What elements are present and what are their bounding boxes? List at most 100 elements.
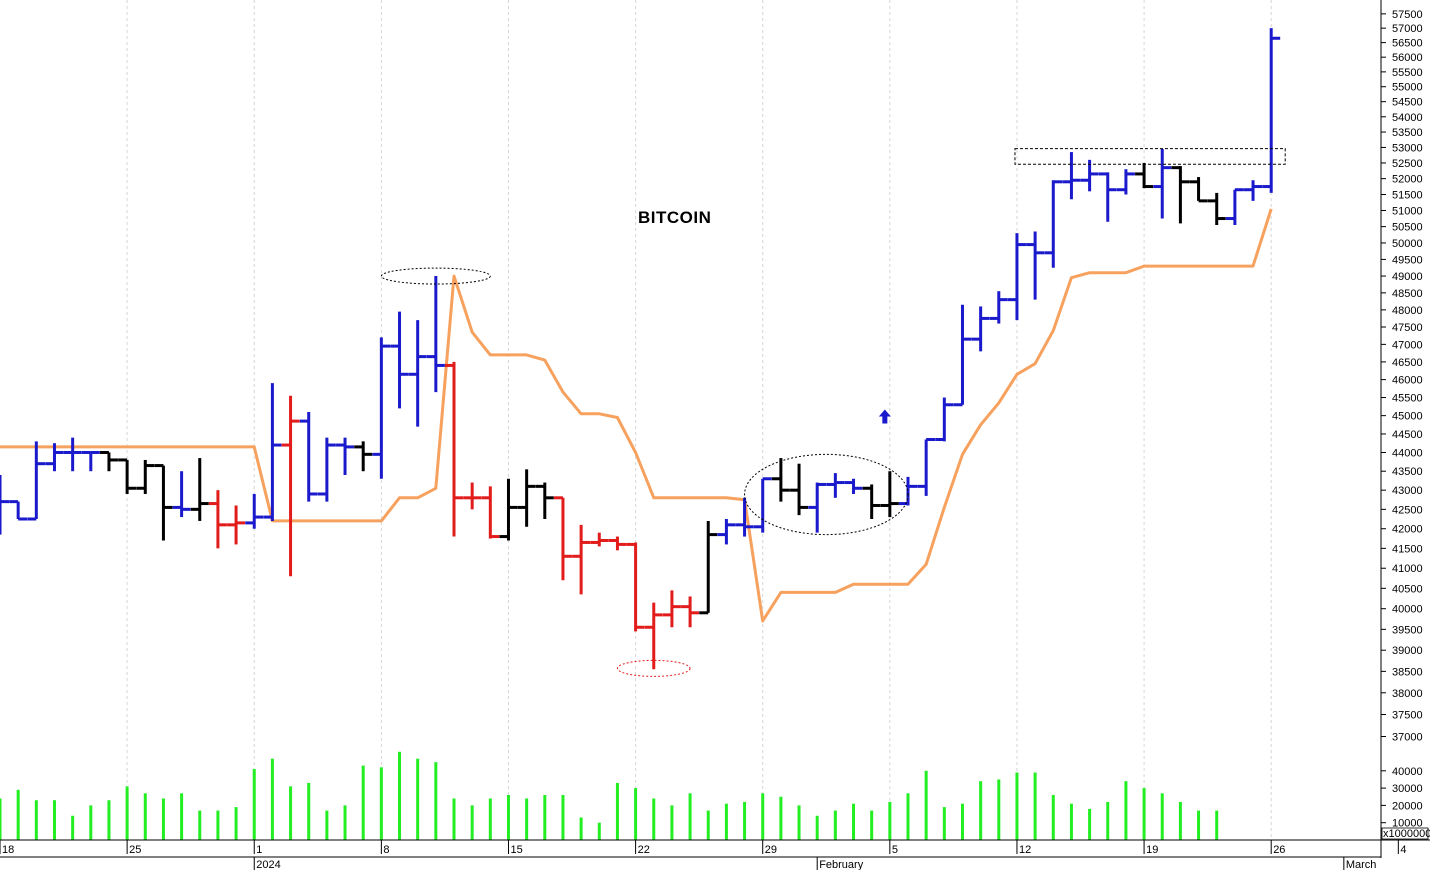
ohlc-bar <box>1226 190 1244 225</box>
volume-bar <box>71 816 74 840</box>
volume-bars <box>0 752 1218 840</box>
volume-bar <box>852 804 855 840</box>
volume-bar <box>816 816 819 840</box>
y-tick-label: 52000 <box>1392 174 1423 186</box>
volume-bar <box>1197 811 1200 840</box>
y-tick-label: 49500 <box>1392 254 1423 266</box>
x-tick-label: 22 <box>638 844 650 856</box>
ohlc-bar <box>173 471 191 517</box>
volume-bar <box>53 800 56 840</box>
volume-bar <box>961 804 964 840</box>
ohlc-bar <box>1044 180 1062 267</box>
volume-bar <box>1161 793 1164 840</box>
ohlc-bar <box>845 479 863 494</box>
volume-bar <box>489 798 492 840</box>
ohlc-bar <box>554 498 572 580</box>
chart-title: BITCOIN <box>638 208 711 227</box>
ohlc-bar <box>82 452 100 471</box>
ohlc-bar <box>300 412 318 502</box>
volume-bar <box>507 795 510 840</box>
y-tick-label: 39000 <box>1392 645 1423 657</box>
volume-bar <box>907 793 910 840</box>
ohlc-bar <box>1062 152 1080 199</box>
volume-bar <box>253 769 256 840</box>
y-tick-label: 47000 <box>1392 339 1423 351</box>
ohlc-bar <box>972 306 990 351</box>
ohlc-bar <box>227 505 245 544</box>
volume-bar <box>997 779 1000 840</box>
y-tick-label: 43500 <box>1392 466 1423 478</box>
x-tick-label: 18 <box>2 844 14 856</box>
volume-bar <box>743 802 746 840</box>
ohlc-bar <box>445 362 463 537</box>
x-tick-label: 29 <box>765 844 777 856</box>
volume-bar <box>689 793 692 840</box>
y-tick-label: 53000 <box>1392 142 1423 154</box>
ohlc-bar <box>1262 28 1280 193</box>
volume-bar <box>580 818 583 840</box>
y-tick-label: 57000 <box>1392 23 1423 35</box>
period-label: 2024 <box>256 859 280 870</box>
ohlc-bar <box>736 498 754 537</box>
ohlc-bar <box>790 464 808 515</box>
volume-bar <box>271 759 274 840</box>
y-tick-label: 48000 <box>1392 305 1423 317</box>
volume-bar <box>198 811 201 840</box>
x-tick-label: 26 <box>1273 844 1285 856</box>
ohlc-bar <box>282 396 300 577</box>
ohlc-bar <box>354 441 372 471</box>
ohlc-bar <box>481 486 499 538</box>
volume-bar <box>344 805 347 840</box>
ohlc-bar <box>953 305 971 405</box>
ohlc-bar <box>118 460 136 494</box>
ohlc-bar <box>245 494 263 529</box>
y-tick-label: 54500 <box>1392 97 1423 109</box>
y-tick-label: 43000 <box>1392 485 1423 497</box>
y-tick-label: 41500 <box>1392 543 1423 555</box>
ohlc-bar <box>990 291 1008 323</box>
y-tick-label: 41000 <box>1392 563 1423 575</box>
volume-bar <box>35 800 38 840</box>
x-tick-label: 8 <box>383 844 389 856</box>
y-tick-label: 46500 <box>1392 357 1423 369</box>
volume-bar <box>216 811 219 840</box>
ohlc-bar <box>136 460 154 494</box>
ohlc-bar <box>754 479 772 533</box>
ohlc-bar <box>536 483 554 519</box>
y-tick-label: 44500 <box>1392 429 1423 441</box>
volume-bar <box>144 793 147 840</box>
volume-bar <box>362 766 365 840</box>
ohlc-bar <box>899 477 917 506</box>
y-tick-label: 47500 <box>1392 322 1423 334</box>
volume-bar <box>1143 788 1146 840</box>
ohlc-bar <box>318 438 336 502</box>
volume-bar <box>0 798 2 840</box>
y-tick-label: 56500 <box>1392 38 1423 50</box>
ohlc-bar <box>0 475 9 535</box>
ohlc-bar <box>409 320 427 426</box>
volume-bar <box>180 793 183 840</box>
volume-bar <box>888 802 891 840</box>
y-tick-label: 40500 <box>1392 583 1423 595</box>
volume-bar <box>162 798 165 840</box>
ohlc-bar <box>917 439 935 495</box>
volume-bar <box>289 786 292 840</box>
y-tick-label: 53500 <box>1392 127 1423 139</box>
ohlc-bar <box>717 519 735 544</box>
ohlc-bar <box>1117 169 1135 194</box>
y-tick-label: 57500 <box>1392 9 1423 21</box>
ohlc-bar <box>1171 166 1189 223</box>
y-tick-label: 40000 <box>1392 604 1423 616</box>
volume-bar <box>471 805 474 840</box>
ohlc-bar <box>336 438 354 475</box>
volume-bar <box>543 795 546 840</box>
ohlc-bar <box>572 525 590 595</box>
volume-bar <box>616 783 619 840</box>
volume-bar <box>707 811 710 840</box>
ohlc-bar <box>372 337 390 478</box>
ohlc-bar <box>209 490 227 548</box>
ohlc-bar <box>499 479 517 541</box>
period-label: March <box>1346 859 1377 870</box>
